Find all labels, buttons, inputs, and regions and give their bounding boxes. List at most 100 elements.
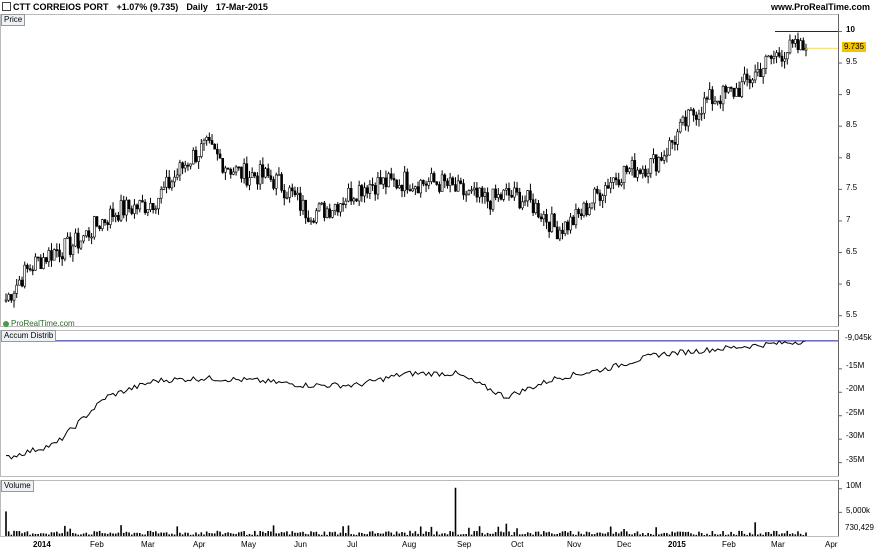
accum-panel-label[interactable]: Accum Distrib bbox=[1, 330, 57, 342]
volume-bar bbox=[567, 532, 569, 536]
price-candle bbox=[475, 187, 479, 198]
price-candle bbox=[796, 39, 800, 51]
volume-bar bbox=[138, 532, 141, 536]
volume-bar bbox=[259, 530, 261, 536]
volume-bar bbox=[66, 531, 69, 536]
volume-bar bbox=[738, 530, 740, 536]
price-candle bbox=[622, 166, 626, 183]
volume-bar bbox=[205, 531, 208, 536]
price-candle bbox=[226, 167, 230, 170]
volume-bar bbox=[778, 534, 781, 536]
volume-bar bbox=[155, 531, 157, 536]
price-candle bbox=[274, 174, 278, 189]
price-candle bbox=[400, 185, 404, 192]
volume-bar bbox=[304, 533, 307, 536]
volume-bar bbox=[246, 534, 248, 536]
volume-bar bbox=[179, 532, 181, 536]
volume-bar bbox=[251, 534, 253, 536]
volume-bar bbox=[695, 534, 698, 536]
volume-bar bbox=[714, 534, 716, 536]
volume-bar bbox=[336, 534, 339, 536]
volume-bar bbox=[478, 526, 481, 536]
volume-bar bbox=[641, 533, 644, 536]
price-tick: 10 bbox=[846, 25, 855, 34]
volume-bar bbox=[791, 533, 794, 536]
price-candle bbox=[175, 174, 179, 178]
volume-bar bbox=[617, 533, 620, 536]
volume-bar bbox=[165, 532, 168, 536]
volume-bar bbox=[299, 532, 302, 536]
volume-bar bbox=[208, 532, 211, 536]
volume-bar bbox=[294, 532, 296, 536]
price-candle bbox=[432, 173, 436, 183]
price-tick: 5.5 bbox=[846, 310, 858, 319]
price-tick: 9.5 bbox=[846, 57, 858, 66]
price-candle bbox=[218, 153, 222, 159]
window-icon bbox=[2, 2, 11, 11]
price-candle bbox=[660, 157, 663, 161]
volume-bar bbox=[425, 531, 427, 536]
price-candle bbox=[149, 203, 152, 210]
price-candle bbox=[478, 187, 481, 198]
price-candle bbox=[542, 214, 546, 220]
price-panel-label[interactable]: Price bbox=[1, 14, 26, 26]
volume-bar bbox=[545, 532, 548, 536]
price-candle bbox=[601, 195, 604, 201]
volume-panel bbox=[5, 487, 807, 536]
price-candle bbox=[521, 201, 524, 209]
price-candle bbox=[368, 184, 372, 194]
price-candle bbox=[202, 139, 206, 145]
volume-bar bbox=[449, 531, 451, 536]
price-candle bbox=[625, 166, 629, 173]
accum-distrib-line bbox=[5, 339, 807, 460]
source-link[interactable]: www.ProRealTime.com bbox=[770, 2, 870, 12]
volume-bar bbox=[82, 533, 85, 536]
price-candle bbox=[272, 179, 275, 189]
price-candle bbox=[376, 177, 380, 195]
volume-bar bbox=[521, 534, 524, 536]
price-candle bbox=[620, 182, 623, 186]
price-candle bbox=[331, 210, 334, 218]
volume-bar bbox=[288, 534, 291, 536]
price-candle bbox=[721, 85, 725, 105]
price-candle bbox=[641, 168, 645, 174]
volume-bar bbox=[786, 530, 789, 536]
price-candle bbox=[74, 232, 77, 247]
volume-bar bbox=[518, 534, 521, 536]
volume-bar bbox=[112, 533, 114, 536]
volume-bar bbox=[561, 531, 564, 536]
volume-bar bbox=[50, 532, 53, 536]
volume-bar bbox=[216, 530, 219, 536]
volume-bar bbox=[243, 531, 245, 536]
price-candle bbox=[349, 188, 353, 202]
price-candle bbox=[451, 177, 455, 185]
price-candle bbox=[523, 200, 527, 203]
price-candle bbox=[114, 215, 117, 217]
volume-bar bbox=[275, 533, 278, 536]
price-candle bbox=[167, 176, 171, 189]
volume-bar bbox=[15, 531, 18, 536]
volume-bar bbox=[716, 534, 719, 536]
price-candle bbox=[732, 87, 736, 97]
price-candle bbox=[539, 216, 543, 220]
x-tick: Oct bbox=[511, 540, 524, 549]
price-candle bbox=[424, 183, 428, 186]
volume-bar bbox=[534, 531, 537, 536]
price-candle bbox=[802, 40, 805, 51]
volume-bar bbox=[80, 534, 82, 536]
price-candle bbox=[39, 257, 43, 269]
price-candle bbox=[4, 299, 8, 302]
price-candle bbox=[191, 149, 195, 165]
volume-bar bbox=[711, 531, 714, 536]
last-accum-marker: -9,045k bbox=[845, 333, 872, 342]
x-tick: Feb bbox=[90, 540, 104, 549]
volume-panel-label[interactable]: Volume bbox=[1, 480, 34, 492]
price-candle bbox=[448, 177, 452, 186]
price-candle bbox=[365, 187, 369, 194]
volume-bar bbox=[575, 534, 577, 536]
volume-bar bbox=[468, 527, 470, 536]
price-change: +1.07% (9.735) bbox=[116, 2, 179, 12]
volume-bar bbox=[663, 532, 665, 536]
price-candle bbox=[50, 250, 53, 261]
volume-bar bbox=[690, 533, 692, 536]
